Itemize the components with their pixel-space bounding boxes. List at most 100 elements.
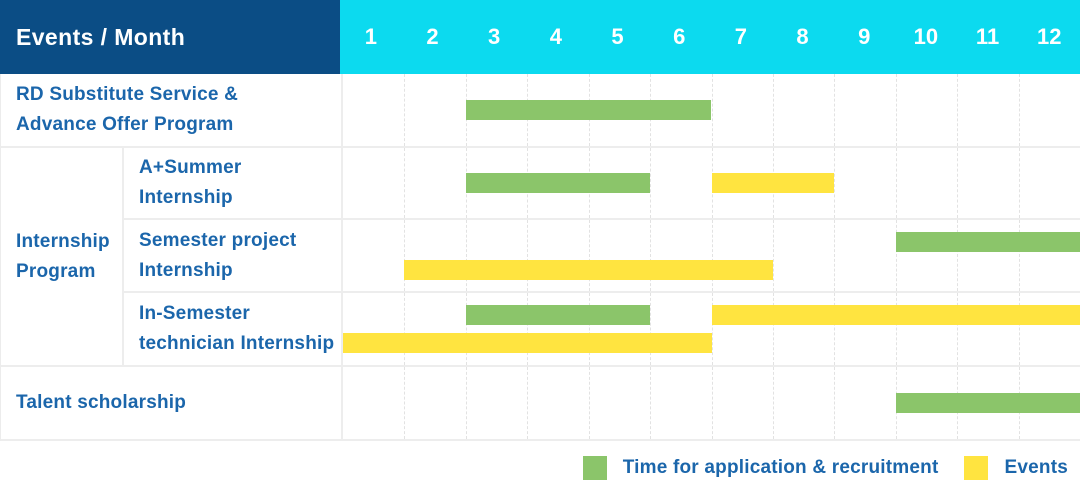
month-label-1: 1 xyxy=(364,24,377,49)
gantt-bar-application xyxy=(465,100,712,120)
gantt-row-chart xyxy=(341,220,1080,291)
month-label-9: 9 xyxy=(858,24,871,49)
gantt-bar-application xyxy=(465,305,651,325)
month-gridline xyxy=(650,367,652,439)
gantt-lane xyxy=(343,173,1080,193)
month-label-6: 6 xyxy=(673,24,686,49)
gantt-row-rd-substitute: RD Substitute Service & Advance Offer Pr… xyxy=(1,74,1080,148)
gantt-row-in-semester: In-Semester technician Internship xyxy=(124,293,1080,367)
month-gridline xyxy=(895,220,897,291)
gantt-bar-events xyxy=(711,173,835,193)
month-gridline xyxy=(834,293,836,365)
row-label: Semester project Internship xyxy=(139,229,297,281)
month-gridline xyxy=(588,367,590,439)
gantt-lane xyxy=(343,100,1080,120)
month-gridline xyxy=(895,74,897,146)
month-gridline xyxy=(404,367,406,439)
gantt-bar-application xyxy=(465,173,651,193)
gantt-row-chart xyxy=(341,293,1080,365)
month-label-5: 5 xyxy=(611,24,624,49)
gantt-lane xyxy=(343,231,1080,252)
month-gridline xyxy=(588,220,590,291)
month-gridline xyxy=(834,367,836,439)
month-gridline xyxy=(895,148,897,218)
events-swatch-icon xyxy=(964,455,989,480)
month-label-11: 11 xyxy=(975,24,1000,49)
month-gridline xyxy=(711,74,713,146)
month-label-10: 10 xyxy=(913,24,939,49)
gantt-bar-application xyxy=(895,393,1080,413)
month-gridline xyxy=(404,220,406,291)
month-gridline xyxy=(957,74,959,146)
gantt-lane xyxy=(343,393,1080,413)
legend-label: Events xyxy=(1004,456,1068,478)
page-title: Events / Month xyxy=(0,0,340,74)
internship-program-group: Internship Program A+Summer Internship S… xyxy=(1,148,1080,367)
month-gridline xyxy=(957,293,959,365)
row-label: Talent scholarship xyxy=(16,392,187,413)
month-label-7: 7 xyxy=(734,24,747,49)
month-label-8: 8 xyxy=(796,24,809,49)
application-swatch-icon xyxy=(582,455,607,480)
gantt-row-a-summer: A+Summer Internship xyxy=(124,148,1080,220)
month-gridline xyxy=(404,148,406,218)
legend: Time for application & recruitment Event… xyxy=(0,441,1080,494)
group-rows: A+Summer Internship Semester project Int… xyxy=(124,148,1080,367)
table-header: Events / Month 1 2 3 4 5 6 7 8 9 10 11 1… xyxy=(0,0,1080,74)
month-gridline xyxy=(1018,220,1020,291)
group-label: Internship Program xyxy=(1,148,124,367)
month-label-12: 12 xyxy=(1036,24,1062,49)
month-gridline xyxy=(957,220,959,291)
month-gridline xyxy=(465,220,467,291)
month-gridline xyxy=(404,293,406,365)
gantt-row-semester-project: Semester project Internship xyxy=(124,220,1080,293)
month-gridline xyxy=(834,148,836,218)
gantt-row-talent-scholarship: Talent scholarship xyxy=(1,367,1080,441)
month-label-4: 4 xyxy=(549,24,562,49)
month-gridline xyxy=(650,293,652,365)
month-gridline xyxy=(834,74,836,146)
month-gridline xyxy=(772,293,774,365)
legend-label: Time for application & recruitment xyxy=(622,456,939,478)
month-gridline xyxy=(404,74,406,146)
gantt-body: RD Substitute Service & Advance Offer Pr… xyxy=(0,74,1080,441)
month-gridline xyxy=(527,293,529,365)
gantt-bar-application xyxy=(895,231,1080,252)
month-gridline xyxy=(711,367,713,439)
month-label-3: 3 xyxy=(488,24,501,49)
row-label: RD Substitute Service & Advance Offer Pr… xyxy=(16,84,239,135)
gantt-lane xyxy=(343,305,1080,325)
month-axis: 1 2 3 4 5 6 7 8 9 10 11 12 xyxy=(340,0,1080,74)
month-gridline xyxy=(772,74,774,146)
month-gridline xyxy=(711,293,713,365)
month-gridline xyxy=(1018,148,1020,218)
month-gridline xyxy=(465,293,467,365)
month-gridline xyxy=(772,367,774,439)
month-gridline xyxy=(772,220,774,291)
legend-item-application: Time for application & recruitment xyxy=(582,455,939,480)
month-gridline xyxy=(711,220,713,291)
month-gridline xyxy=(527,220,529,291)
gantt-bar-events xyxy=(343,333,712,353)
month-gridline xyxy=(588,293,590,365)
month-gridline xyxy=(1018,74,1020,146)
month-gridline xyxy=(650,148,652,218)
row-label: In-Semester technician Internship xyxy=(139,303,335,354)
gantt-row-chart xyxy=(341,367,1080,439)
row-label: A+Summer Internship xyxy=(139,157,242,208)
month-gridline xyxy=(834,220,836,291)
month-gridline xyxy=(527,367,529,439)
month-gridline xyxy=(957,148,959,218)
gantt-bar-events xyxy=(711,305,1080,325)
legend-item-events: Events xyxy=(964,455,1068,480)
gantt-row-chart xyxy=(341,148,1080,218)
gantt-lane xyxy=(343,259,1080,280)
month-gridline xyxy=(465,367,467,439)
month-label-2: 2 xyxy=(426,24,439,49)
gantt-bar-events xyxy=(404,259,773,280)
month-gridline xyxy=(650,220,652,291)
gantt-lane xyxy=(343,333,1080,353)
month-gridline xyxy=(1018,293,1020,365)
gantt-row-chart xyxy=(341,74,1080,146)
